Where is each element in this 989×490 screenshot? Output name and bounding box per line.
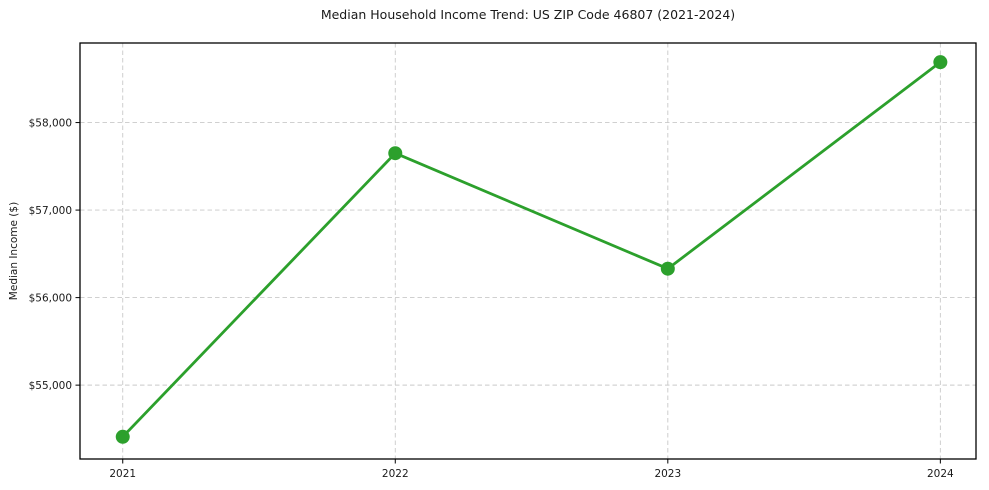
trend-line <box>121 60 942 439</box>
y-tick-label: $58,000 <box>29 117 72 129</box>
y-tick-label: $55,000 <box>29 380 72 392</box>
plot-border <box>79 42 977 460</box>
data-point-marker <box>660 261 675 276</box>
data-point-marker <box>933 55 948 70</box>
data-point-marker <box>115 429 130 444</box>
x-tick-label: 2024 <box>927 468 954 480</box>
x-tick-label: 2021 <box>109 468 136 480</box>
data-point-marker <box>388 146 403 161</box>
chart-title: Median Household Income Trend: US ZIP Co… <box>320 7 736 22</box>
y-tick-label: $57,000 <box>29 205 72 217</box>
x-tick-label: 2022 <box>382 468 409 480</box>
y-tick-label: $56,000 <box>29 292 72 304</box>
x-tick-label: 2023 <box>654 468 681 480</box>
